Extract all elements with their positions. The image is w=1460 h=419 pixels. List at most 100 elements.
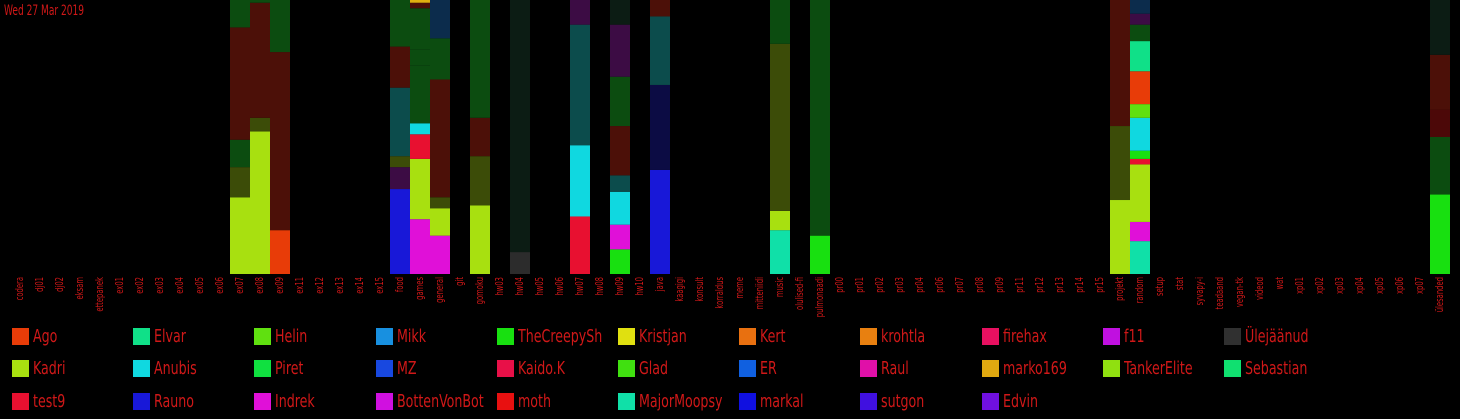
bar-segment-random-4 — [1130, 150, 1150, 159]
legend-item-28: markal — [739, 390, 816, 412]
legend-item-18: Raul — [860, 358, 917, 379]
legend-label: TheCreepySh — [517, 325, 603, 347]
x-tick-pr07: pr07 — [955, 277, 967, 293]
bar-segment-games-0 — [410, 219, 430, 274]
bar-segment-hw09-5 — [610, 76, 630, 127]
bar-segment-music-2 — [770, 43, 790, 211]
bar-segment-hw09-6 — [610, 24, 630, 77]
legend-item-2: Helin — [254, 326, 316, 347]
x-tick-pr13: pr13 — [1055, 277, 1067, 293]
bar-segment-hw07-1 — [570, 145, 590, 217]
bar-segment-ex08-1 — [250, 117, 270, 132]
x-tick-food: food — [395, 277, 407, 292]
bar-segment-food-4 — [390, 46, 410, 88]
legend-swatch — [618, 392, 635, 410]
x-tick-pr11: pr11 — [1015, 277, 1027, 293]
x-tick-ex11: ex11 — [295, 277, 307, 294]
legend-swatch — [496, 327, 514, 345]
bar-segment-gomoku-0 — [470, 205, 490, 274]
x-tick-music: music — [775, 277, 787, 297]
legend-label: Rauno — [154, 390, 195, 412]
legend-item-16: Glad — [618, 358, 676, 379]
x-tick-ex15: ex15 — [375, 277, 387, 294]
bar-segment-games-1 — [410, 158, 430, 220]
bar-segment-random-6 — [1130, 104, 1150, 118]
bar-segment-gomoku-2 — [470, 117, 490, 157]
bar-segment-random-11 — [1130, 0, 1150, 14]
legend-item-20: TankerElite — [1102, 358, 1212, 379]
bar-segment-random-0 — [1130, 241, 1150, 274]
x-tick-random: random — [1135, 277, 1147, 303]
legend-item-5: Kristjan — [618, 326, 700, 347]
x-tick-kaagigi: kaagigi — [675, 277, 687, 302]
x-tick-ex07: ex07 — [235, 277, 247, 294]
x-tick-ex04: ex04 — [175, 277, 187, 294]
legend-item-10: Ülejäänud — [1224, 326, 1326, 347]
legend-item-6: Kert — [739, 325, 793, 347]
legend-item-3: Mikk — [375, 326, 434, 347]
x-tick-wat: wat — [1275, 277, 1287, 290]
legend-item-12: Anubis — [133, 357, 209, 379]
bar-segment-ex07-1 — [230, 167, 250, 198]
legend-swatch — [1102, 327, 1120, 345]
legend-swatch — [860, 392, 878, 410]
bar-segment-ex08-2 — [250, 2, 270, 118]
legend-item-27: MajorMoopsy — [618, 391, 746, 412]
bar-segment-ülesanded-2 — [1430, 109, 1450, 137]
bar-segment-hw07-2 — [570, 24, 590, 146]
bar-segment-games-3 — [410, 123, 430, 135]
legend-item-15: Kaido.K — [496, 358, 578, 379]
legend-item-4: TheCreepySh — [496, 325, 626, 347]
x-tick-hw04: hw04 — [515, 277, 527, 296]
bar-segment-random-7 — [1130, 71, 1150, 105]
x-tick-labels: codera dj01 dj02 eksam ettepanek ex01 ex02 ex03… — [15, 276, 1447, 317]
legend-label: Edvin — [1002, 390, 1038, 412]
legend-swatch — [12, 359, 29, 377]
bar-segment-ülesanded-4 — [1430, 0, 1450, 55]
legend-label: Kert — [760, 325, 786, 347]
legend-item-0: Ago — [12, 325, 64, 347]
legend-label: moth — [517, 390, 551, 412]
legend-label: markal — [760, 390, 804, 412]
x-tick-xp01: xp01 — [1295, 277, 1307, 294]
x-tick-eksam: eksam — [75, 277, 87, 300]
x-tick-codera: codera — [15, 277, 27, 300]
legend-item-14: MZ — [375, 358, 422, 379]
x-tick-hw10: hw10 — [635, 277, 647, 296]
x-tick-xp06: xp06 — [1395, 277, 1407, 294]
legend-label: Piret — [275, 357, 304, 379]
x-tick-ex05: ex05 — [195, 277, 207, 294]
x-tick-xp07: xp07 — [1415, 277, 1427, 294]
bar-segment-java-0 — [650, 169, 670, 274]
legend-swatch — [1224, 359, 1241, 377]
bar-segment-games-8 — [410, 0, 430, 3]
x-tick-xp04: xp04 — [1355, 277, 1367, 294]
bar-segment-ex07-2 — [230, 139, 250, 168]
x-tick-ex14: ex14 — [355, 277, 367, 294]
legend-label: Sebastian — [1245, 357, 1308, 379]
x-tick-ex01: ex01 — [115, 277, 127, 294]
legend-label: Kadri — [33, 357, 66, 379]
bar-segment-ülesanded-3 — [1430, 54, 1450, 110]
legend-label: firehax — [1002, 325, 1047, 347]
legend-swatch — [254, 359, 272, 377]
bar-segment-java-3 — [650, 0, 670, 17]
bar-segment-ex08-0 — [250, 131, 270, 274]
legend-label: Anubis — [154, 357, 197, 379]
bar-segment-hw09-3 — [610, 175, 630, 192]
bar-segment-ex08-3 — [250, 0, 270, 3]
date-label: Wed 27 Mar 2019 — [4, 3, 85, 19]
legend-swatch — [254, 327, 272, 345]
bar-segment-music-0 — [770, 230, 790, 274]
bar-segment-projekt-0 — [1110, 200, 1130, 274]
legend-label: Ago — [33, 325, 58, 347]
bar-segment-ex09-1 — [270, 52, 290, 231]
x-tick-xp02: xp02 — [1315, 277, 1327, 294]
bar-segment-ex07-3 — [230, 27, 250, 140]
x-tick-hw06: hw06 — [555, 277, 567, 296]
legend-label: marko169 — [1002, 357, 1067, 379]
x-tick-pr14: pr14 — [1075, 277, 1087, 293]
x-tick-ülesanded: ülesanded — [1435, 277, 1447, 312]
bar-segment-general-1 — [430, 208, 450, 236]
legend-item-30: Edvin — [981, 390, 1048, 412]
